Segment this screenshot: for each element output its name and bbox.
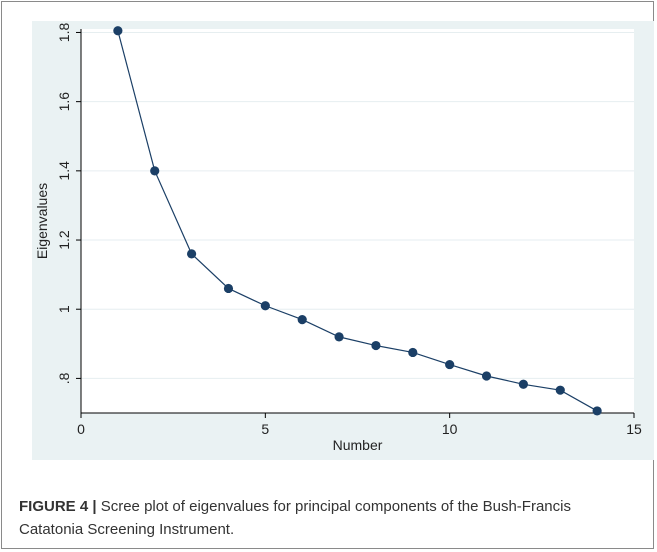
y-tick-label: 1.6: [56, 92, 72, 112]
data-point: [555, 385, 565, 395]
series-line: [117, 30, 598, 412]
figure-caption: FIGURE 4 | Scree plot of eigenvalues for…: [19, 495, 639, 541]
data-point: [518, 379, 528, 389]
x-axis-title: Number: [333, 437, 383, 453]
caption-text: Scree plot of eigenvalues for principal …: [19, 498, 571, 538]
x-tick-label: 0: [77, 421, 85, 437]
data-point: [260, 301, 270, 311]
y-tick-label: 1.8: [56, 23, 72, 43]
data-point: [445, 359, 455, 370]
plot-region: [81, 29, 634, 413]
scree-plot: .8 1 1.2 1.4 1.6 1.8 0 5 10 15 Number Eigenvalues: [34, 23, 642, 453]
data-point: [334, 332, 344, 342]
data-point: [223, 283, 234, 294]
caption-label: FIGURE 4 |: [19, 498, 97, 515]
x-tick-label: 10: [442, 421, 458, 437]
data-point: [113, 26, 123, 36]
data-point: [187, 249, 197, 259]
data-point: [481, 371, 492, 381]
x-tick-label: 15: [626, 421, 642, 437]
data-point: [150, 166, 160, 176]
y-tick-label: 1: [56, 305, 72, 313]
y-axis-title: Eigenvalues: [34, 183, 50, 259]
data-point: [371, 340, 381, 351]
y-tick-label: 1.2: [56, 230, 72, 250]
data-point: [297, 314, 307, 325]
y-tick-label: 1.4: [56, 161, 72, 181]
y-tick-label: .8: [56, 372, 72, 384]
data-point: [408, 347, 418, 358]
x-tick-label: 5: [261, 421, 269, 437]
data-point: [592, 406, 602, 416]
